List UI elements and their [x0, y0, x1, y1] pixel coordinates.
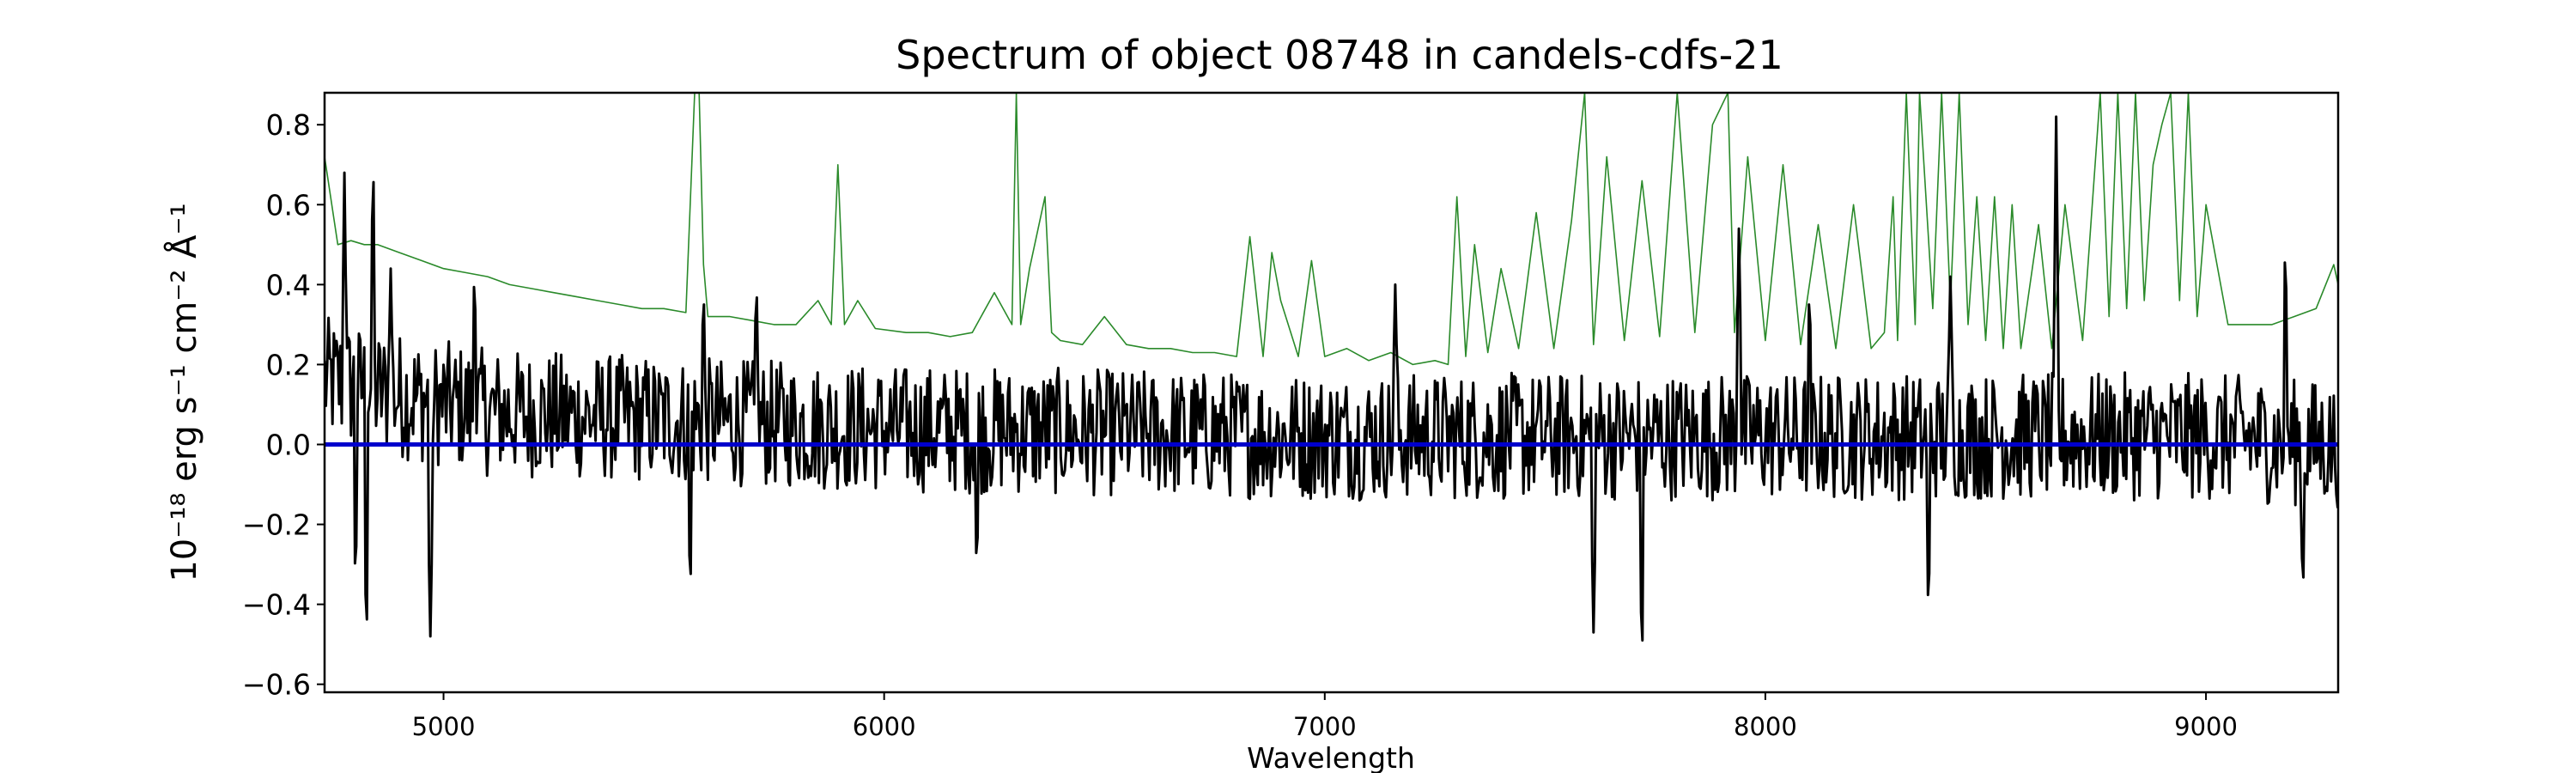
plot-frame [323, 91, 2340, 694]
x-tick-label: 6000 [853, 712, 916, 741]
y-tick-label: 0.8 [266, 108, 311, 142]
y-axis-label: 10⁻¹⁸ erg s⁻¹ cm⁻² Å⁻¹ [163, 203, 204, 581]
series-line-2 [325, 115, 2338, 642]
y-tick-label: −0.4 [242, 588, 311, 622]
series-line-1 [325, 93, 2338, 366]
y-tick-label: −0.2 [242, 508, 311, 542]
x-tick-label: 8000 [1734, 712, 1797, 741]
y-tick-label: 0.0 [266, 428, 311, 461]
x-axis-label: Wavelength [1247, 741, 1415, 773]
y-tick-label: 0.2 [266, 348, 311, 381]
x-tick-label: 9000 [2174, 712, 2238, 741]
x-tick-label: 5000 [412, 712, 476, 741]
y-tick-label: 0.6 [266, 188, 311, 222]
x-axis: 5000 6000 7000 8000 9000 [412, 692, 2238, 741]
series-layer [325, 93, 2338, 642]
y-tick-label: −0.6 [242, 668, 311, 702]
x-tick-label: 7000 [1293, 712, 1357, 741]
y-tick-label: 0.4 [266, 268, 311, 301]
chart-title: Spectrum of object 08748 in candels-cdfs… [896, 32, 1783, 78]
y-axis: −0.6 −0.4 −0.2 0.0 0.2 0.4 0.6 0.8 [242, 108, 325, 702]
